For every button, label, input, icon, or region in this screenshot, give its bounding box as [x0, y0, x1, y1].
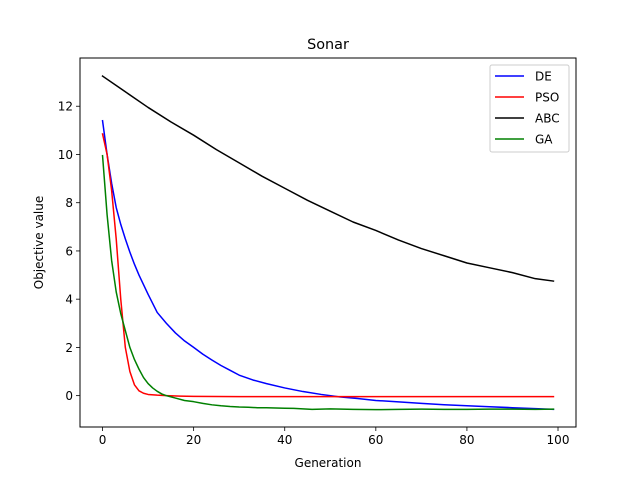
y-tick-label: 8 [65, 196, 73, 210]
y-tick-label: 0 [65, 389, 73, 403]
x-tick-label: 80 [459, 433, 474, 447]
y-tick-label: 4 [65, 293, 73, 307]
legend-label-ga: GA [535, 133, 553, 147]
series-line-ga [101, 154, 555, 411]
legend: DE PSO ABC GA [489, 64, 570, 153]
y-axis-label: Objective value [32, 196, 46, 290]
plot-frame [79, 57, 577, 428]
y-tick-label: 12 [58, 100, 73, 114]
y-tick-label: 10 [58, 148, 73, 162]
legend-frame [489, 64, 570, 153]
series-line-pso [101, 133, 555, 398]
x-axis-label: Generation [295, 456, 362, 470]
y-tick-label: 6 [65, 244, 73, 258]
series-line-de [101, 119, 555, 411]
x-tick-label: 40 [277, 433, 292, 447]
x-tick-label: 0 [99, 433, 107, 447]
legend-label-de: DE [535, 70, 552, 84]
x-tick-label: 100 [547, 433, 570, 447]
legend-label-abc: ABC [535, 112, 560, 126]
x-tick-label: 60 [368, 433, 383, 447]
legend-label-pso: PSO [535, 91, 559, 105]
series-layer [101, 75, 555, 411]
y-ticks: 0 2 4 6 8 10 12 [58, 100, 80, 403]
x-tick-label: 20 [186, 433, 201, 447]
chart-title: Sonar [307, 37, 349, 53]
x-ticks: 0 20 40 60 80 100 [99, 427, 570, 447]
series-line-abc [101, 75, 555, 282]
y-tick-label: 2 [65, 341, 73, 355]
